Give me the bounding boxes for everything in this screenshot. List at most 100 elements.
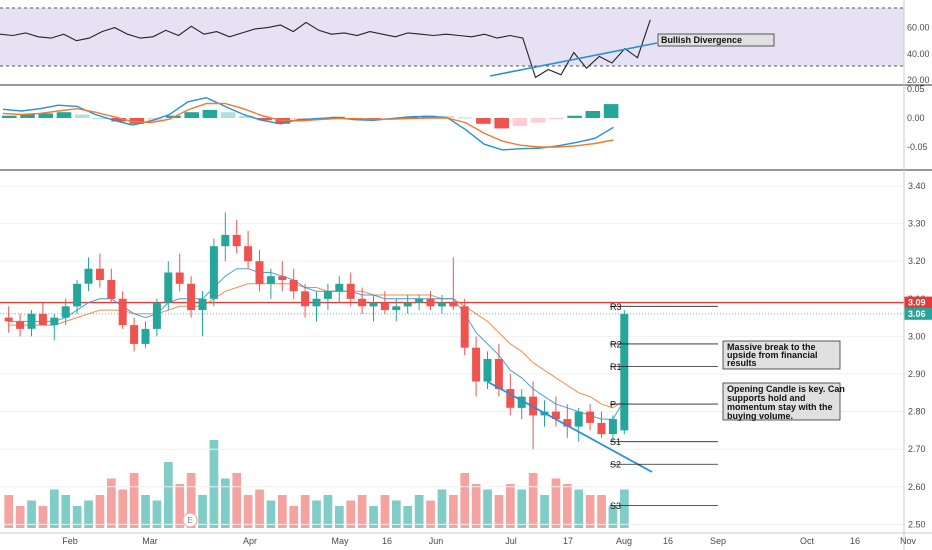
- macd-histogram-bar: [457, 117, 473, 119]
- macd-histogram-bar: [512, 118, 528, 127]
- volume-bar: [346, 500, 356, 528]
- pivot-label: S3: [610, 501, 621, 511]
- candle-body: [426, 298, 435, 307]
- volume-bar: [152, 500, 162, 528]
- macd-histogram-bar: [56, 112, 72, 118]
- candle-body: [266, 276, 275, 284]
- macd-histogram-bar: [567, 115, 582, 118]
- macd-histogram-bar: [202, 109, 218, 118]
- price-tick-label: 3.00: [908, 331, 926, 341]
- candle-body: [255, 261, 264, 284]
- candle-body: [152, 302, 161, 329]
- candle-body: [107, 280, 116, 299]
- falling-wedge-trendline: [487, 381, 653, 473]
- time-tick-label: Jun: [429, 536, 444, 546]
- candle-body: [175, 272, 184, 284]
- price-tick-label: 2.60: [908, 482, 926, 492]
- volume-bar: [585, 495, 595, 528]
- candle-body: [118, 298, 127, 326]
- macd-signal-line: [2, 102, 614, 148]
- price-tag: [904, 307, 932, 320]
- volume-bar: [506, 484, 515, 528]
- earnings-marker-label: E: [187, 516, 192, 525]
- volume-bar: [84, 500, 93, 528]
- volume-bar: [574, 489, 584, 528]
- volume-bar: [528, 473, 538, 528]
- candle-body: [483, 359, 492, 382]
- pivot-label: S2: [610, 460, 621, 470]
- candle-body: [141, 328, 150, 344]
- time-tick-label: Nov: [900, 536, 917, 546]
- rsi-divergence-trendline: [489, 42, 658, 77]
- volume-bar: [323, 495, 333, 528]
- volume-bar: [608, 506, 618, 528]
- pivot-label: P: [610, 400, 616, 410]
- volume-bar: [38, 506, 48, 528]
- volume-bar: [471, 484, 481, 528]
- candle-note: Opening Candle is key. Can supports hold…: [722, 382, 847, 421]
- time-tick-label: 17: [563, 536, 573, 546]
- candle-body: [278, 276, 287, 280]
- candle-body: [209, 246, 218, 299]
- macd-histogram-bar: [494, 118, 509, 129]
- price-panel: 3.403.303.203.103.002.902.802.702.602.50…: [0, 181, 932, 529]
- volume-bar: [335, 506, 344, 528]
- candle-note-box: [722, 382, 841, 421]
- time-tick-label: Jul: [505, 536, 517, 546]
- macd-histogram-bar: [111, 118, 126, 122]
- time-tick-label: 16: [663, 536, 673, 546]
- candle-body: [301, 291, 310, 307]
- price-tick-label: 2.90: [908, 369, 926, 379]
- volume-bar: [426, 500, 435, 528]
- volume-bar: [494, 495, 504, 528]
- macd-histogram-bar: [476, 118, 491, 124]
- candle-body: [449, 302, 458, 307]
- macd-histogram-bar: [38, 113, 54, 118]
- volume-bar: [129, 473, 139, 528]
- candle-body: [563, 419, 572, 427]
- ema-slow-line: [8, 283, 625, 409]
- ema-fast-line: [8, 268, 625, 420]
- volume-bar: [403, 506, 413, 528]
- macd-histogram-bar: [585, 111, 601, 118]
- candle-body: [164, 272, 173, 303]
- earnings-marker: E: [182, 512, 198, 528]
- volume-bar: [289, 506, 299, 528]
- volume-bar: [597, 495, 606, 528]
- macd-histogram-bar: [220, 112, 236, 118]
- candle-body: [415, 298, 424, 303]
- candle-body: [232, 234, 241, 247]
- volume-bar: [4, 495, 14, 528]
- volume-bar: [15, 506, 25, 528]
- pivot-label: S1: [610, 437, 621, 447]
- price-tick-label: 2.50: [908, 519, 926, 529]
- candle-body: [50, 317, 59, 326]
- candle-body: [198, 298, 207, 311]
- time-tick-label: Sep: [710, 536, 726, 546]
- rsi-line: [0, 19, 651, 79]
- candle-body: [437, 302, 446, 307]
- volume-bar: [141, 495, 150, 528]
- candle-note-text: Opening Candle is key. Can supports hold…: [727, 384, 847, 421]
- time-tick-label: 16: [850, 536, 860, 546]
- price-tick-label: 2.80: [908, 407, 926, 417]
- candle-body: [380, 302, 389, 311]
- candle-body: [130, 325, 139, 344]
- pivot-label: R1: [610, 362, 622, 372]
- candle-body: [312, 298, 321, 307]
- time-tick-label: Oct: [800, 536, 815, 546]
- candle-body: [84, 268, 93, 284]
- time-tick-label: Apr: [243, 536, 257, 546]
- macd-tick-label: 0.05: [907, 84, 925, 94]
- volume-bar: [118, 489, 128, 528]
- candle-body: [392, 306, 401, 311]
- rsi-panel: Bullish Divergence 60.00 40.00 20.00: [0, 7, 930, 85]
- candle-body: [517, 396, 526, 408]
- volume-bar: [449, 495, 458, 528]
- volume-bar: [517, 489, 527, 528]
- time-tick-label: Aug: [616, 536, 632, 546]
- volume-bar: [414, 495, 424, 528]
- pivot-label: R2: [610, 339, 622, 349]
- macd-histogram-bar: [239, 115, 254, 118]
